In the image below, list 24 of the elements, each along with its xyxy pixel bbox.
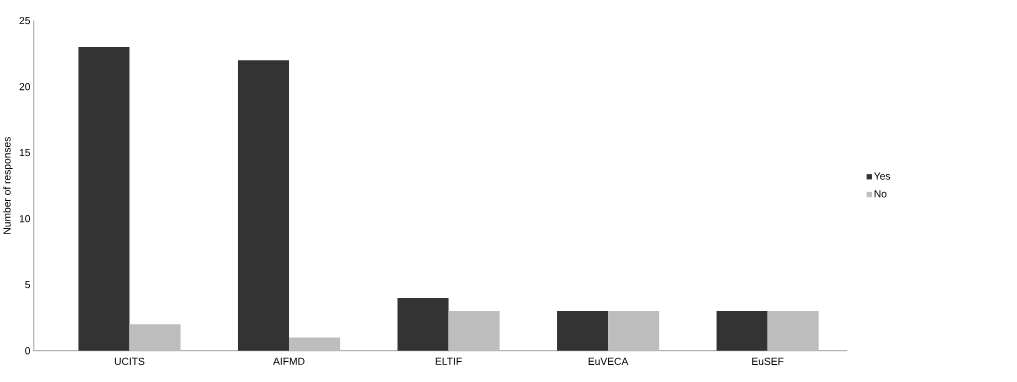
y-tick-label: 5: [25, 281, 31, 289]
bar: [767, 311, 819, 351]
bar: [557, 311, 609, 351]
x-tick-label: AIFMD: [273, 357, 305, 365]
bar: [237, 60, 290, 351]
bar: [78, 47, 130, 351]
y-tick-label: 10: [19, 215, 31, 223]
x-tick-label: ELTIF: [435, 357, 462, 365]
bar: [129, 324, 181, 351]
y-axis-title: Number of responses: [3, 137, 13, 234]
x-tick-label: EuVECA: [588, 357, 629, 366]
bar: [289, 337, 341, 351]
legend-label: Yes: [874, 172, 891, 180]
legend-label: No: [874, 190, 887, 198]
y-tick-label: 0: [25, 347, 31, 355]
x-tick-label: UCITS: [114, 357, 145, 366]
x-tick-label: EuSEF: [752, 357, 784, 366]
bar: [397, 298, 449, 351]
y-tick-label: 25: [19, 17, 31, 25]
bar: [716, 311, 768, 351]
y-tick-label: 15: [19, 149, 31, 157]
y-tick-label: 20: [19, 83, 31, 91]
bar: [608, 311, 660, 351]
bar: [448, 311, 500, 351]
